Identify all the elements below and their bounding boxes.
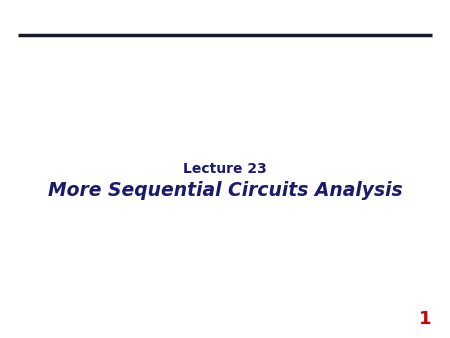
Text: 1: 1: [419, 310, 432, 329]
Text: Lecture 23: Lecture 23: [183, 162, 267, 176]
Text: More Sequential Circuits Analysis: More Sequential Circuits Analysis: [48, 182, 402, 200]
